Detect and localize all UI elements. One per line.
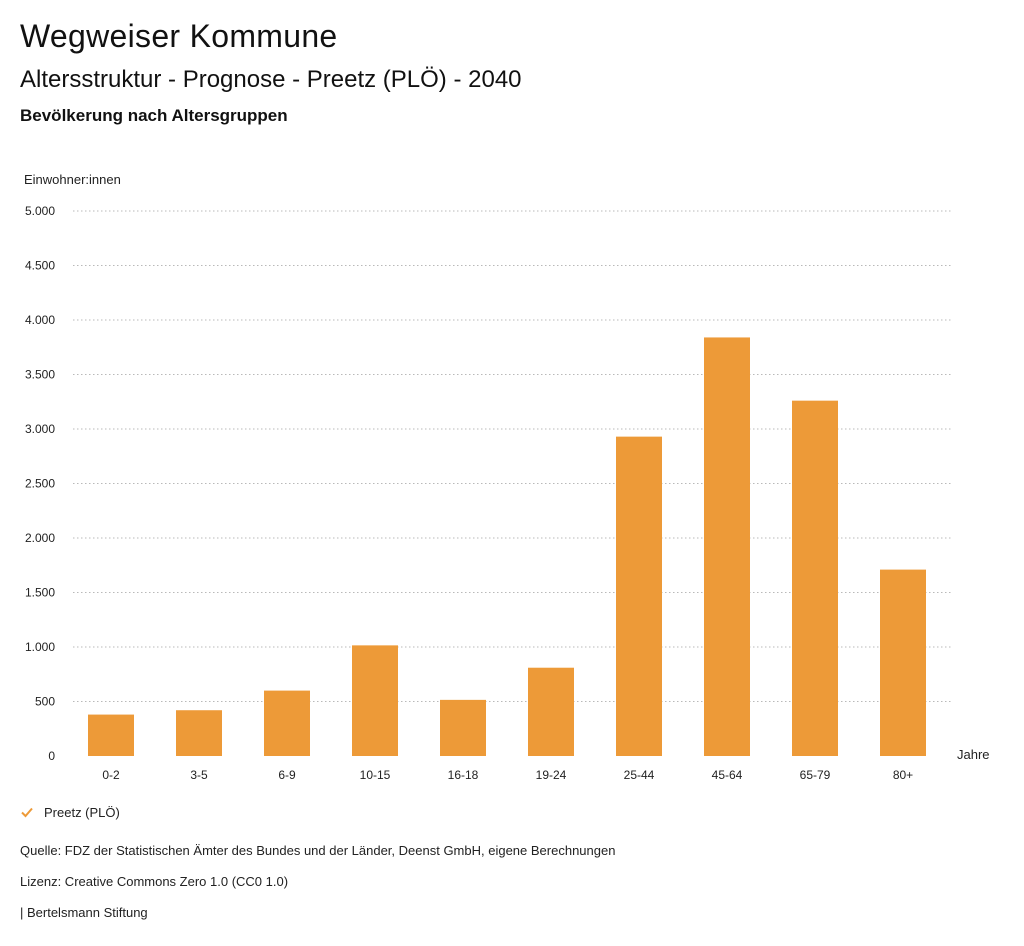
x-tick-label: 25-44 xyxy=(624,768,655,782)
y-tick-label: 1.500 xyxy=(25,586,55,600)
x-tick-label: 6-9 xyxy=(278,768,296,782)
bar[interactable] xyxy=(264,690,310,756)
publisher-text: | Bertelsmann Stiftung xyxy=(20,905,148,920)
bar[interactable] xyxy=(440,699,486,756)
y-tick-label: 5.000 xyxy=(25,204,55,218)
chart-subtitle: Altersstruktur - Prognose - Preetz (PLÖ)… xyxy=(20,66,522,93)
x-tick-label: 16-18 xyxy=(448,768,479,782)
x-tick-label: 3-5 xyxy=(190,768,208,782)
bar-chart: Einwohner:innen 0 500 1.000 1.500 2.000 2.500 3… xyxy=(24,172,990,782)
y-axis: Einwohner:innen 0 500 1.000 1.500 2.000 2.500 3… xyxy=(24,172,121,763)
x-tick-label: 65-79 xyxy=(800,768,831,782)
bar[interactable] xyxy=(88,714,134,756)
y-tick-label: 3.000 xyxy=(25,422,55,436)
check-icon xyxy=(21,807,33,818)
bar[interactable] xyxy=(616,436,662,756)
bar[interactable] xyxy=(704,337,750,756)
source-text: Quelle: FDZ der Statistischen Ämter des … xyxy=(20,843,616,858)
chart-title: Wegweiser Kommune xyxy=(20,18,338,54)
license-text: Lizenz: Creative Commons Zero 1.0 (CC0 1… xyxy=(20,874,289,889)
bar[interactable] xyxy=(176,710,222,756)
chart-subsubtitle: Bevölkerung nach Altersgruppen xyxy=(20,106,288,125)
y-tick-label: 2.000 xyxy=(25,531,55,545)
legend-label: Preetz (PLÖ) xyxy=(44,804,120,820)
bars xyxy=(88,337,926,756)
y-tick-label: 4.000 xyxy=(25,313,55,327)
y-tick-label: 4.500 xyxy=(25,259,55,273)
bar[interactable] xyxy=(528,667,574,756)
x-tick-label: 45-64 xyxy=(712,768,743,782)
x-axis-label: Jahre xyxy=(957,747,990,762)
bar[interactable] xyxy=(880,569,926,756)
x-tick-label: 10-15 xyxy=(360,768,391,782)
y-tick-label: 1.000 xyxy=(25,640,55,654)
x-axis: 0-2 3-5 6-9 10-15 16-18 19-24 25-44 45-64 65-79 8… xyxy=(102,747,989,782)
legend-item[interactable]: Preetz (PLÖ) xyxy=(20,801,120,823)
y-tick-label: 0 xyxy=(48,749,55,763)
y-tick-label: 500 xyxy=(35,695,55,709)
bar[interactable] xyxy=(352,645,398,756)
x-tick-label: 80+ xyxy=(893,768,913,782)
y-tick-label: 2.500 xyxy=(25,477,55,491)
x-tick-label: 0-2 xyxy=(102,768,120,782)
bar[interactable] xyxy=(792,400,838,756)
y-tick-label: 3.500 xyxy=(25,368,55,382)
x-tick-label: 19-24 xyxy=(536,768,567,782)
y-axis-label: Einwohner:innen xyxy=(24,172,121,187)
